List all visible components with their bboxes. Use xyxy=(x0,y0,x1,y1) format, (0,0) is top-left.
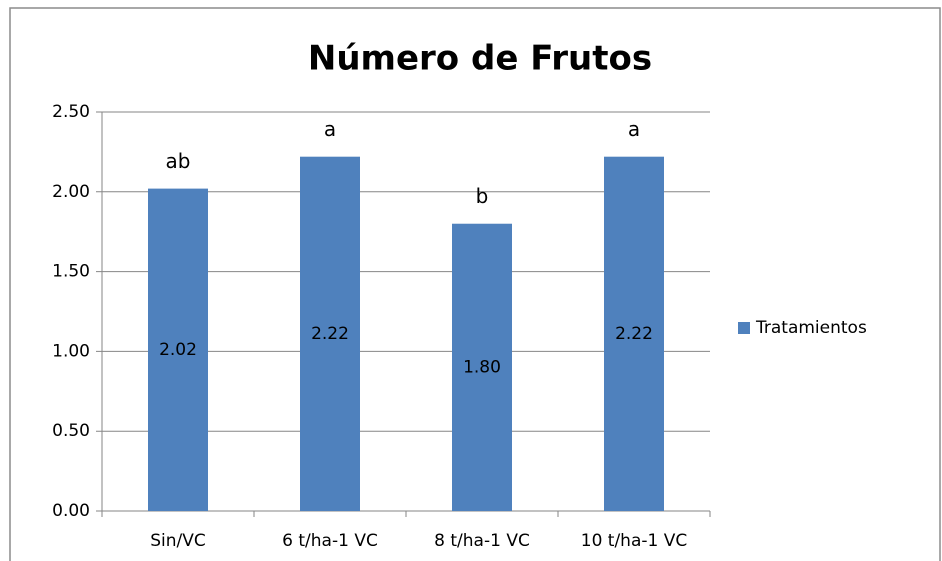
x-tick-label: 6 t/ha-1 VC xyxy=(282,531,378,551)
value-label: 2.22 xyxy=(311,324,349,344)
y-tick-label: 0.00 xyxy=(52,501,90,521)
annotation: a xyxy=(324,117,336,141)
value-label: 1.80 xyxy=(463,357,501,377)
y-tick-label: 2.00 xyxy=(52,182,90,202)
legend-label: Tratamientos xyxy=(755,318,867,338)
annotation: ab xyxy=(166,149,191,173)
x-tick-label: Sin/VC xyxy=(150,531,206,551)
y-tick-label: 1.50 xyxy=(52,262,90,282)
y-tick-label: 0.50 xyxy=(52,421,90,441)
annotation: a xyxy=(628,117,640,141)
y-tick-label: 2.50 xyxy=(52,102,90,122)
x-tick-label: 10 t/ha-1 VC xyxy=(581,531,687,551)
bar xyxy=(452,223,512,511)
bar xyxy=(604,156,664,512)
legend-swatch xyxy=(738,322,750,334)
bar xyxy=(148,188,208,511)
y-tick-label: 1.00 xyxy=(52,341,90,361)
bar xyxy=(300,156,360,512)
annotation: b xyxy=(476,184,489,208)
value-label: 2.22 xyxy=(615,324,653,344)
x-tick-label: 8 t/ha-1 VC xyxy=(434,531,530,551)
chart-title: Número de Frutos xyxy=(308,39,652,79)
value-label: 2.02 xyxy=(159,340,197,360)
